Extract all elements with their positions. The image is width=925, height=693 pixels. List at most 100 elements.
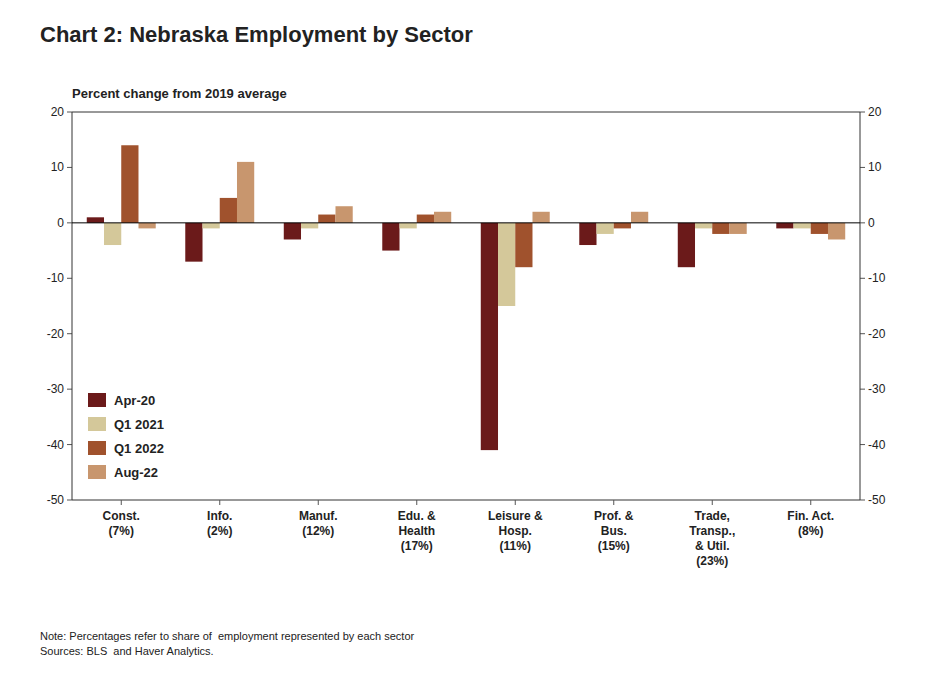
legend-swatch xyxy=(88,465,106,479)
y-tick-right xyxy=(860,222,865,223)
bar xyxy=(417,215,434,223)
bars xyxy=(87,145,845,450)
y-tick xyxy=(67,389,72,390)
plot-top-line xyxy=(72,112,860,113)
bar xyxy=(335,206,352,223)
y-tick xyxy=(67,278,72,279)
x-tick-label-line: Leisure & xyxy=(488,509,543,523)
y-tick-right xyxy=(860,444,865,445)
bar xyxy=(614,223,631,229)
chart-container: Chart 2: Nebraska Employment by Sector Pe… xyxy=(0,0,925,693)
bar xyxy=(515,223,532,267)
y-tick-label-right: 10 xyxy=(868,160,882,174)
x-axis-line xyxy=(72,500,860,501)
y-tick-right xyxy=(860,278,865,279)
bar xyxy=(597,223,614,234)
x-tick-label-line: Health xyxy=(398,524,435,538)
legend-swatch xyxy=(88,393,106,407)
x-tick xyxy=(121,500,122,505)
bar xyxy=(220,198,237,223)
y-tick xyxy=(67,333,72,334)
x-tick-label-line: (2%) xyxy=(207,524,232,538)
bar xyxy=(776,223,793,229)
x-tick-label: Prof. &Bus.(15%) xyxy=(594,509,634,553)
bar xyxy=(318,215,335,223)
title: Chart 2: Nebraska Employment by Sector xyxy=(40,22,473,47)
x-tick-label: Const.(7%) xyxy=(103,509,140,538)
y-tick-right xyxy=(860,389,865,390)
y-axis-line-right xyxy=(860,112,861,500)
y-tick xyxy=(67,112,72,113)
y-tick-right xyxy=(860,333,865,334)
x-tick-label: Leisure &Hosp.(11%) xyxy=(488,509,543,553)
legend-label: Aug-22 xyxy=(114,465,158,480)
x-tick-label-line: Hosp. xyxy=(499,524,532,538)
x-tick-label-line: (8%) xyxy=(798,524,823,538)
y-tick xyxy=(67,167,72,168)
y-tick-label-right: 20 xyxy=(868,105,882,119)
bar xyxy=(237,162,254,223)
x-tick-label: Manuf.(12%) xyxy=(299,509,338,538)
y-tick-label: 20 xyxy=(51,105,65,119)
bar xyxy=(631,212,648,223)
y-tick-right xyxy=(860,112,865,113)
y-axis-line xyxy=(72,112,73,500)
bar xyxy=(678,223,695,267)
legend: Apr-20Q1 2021Q1 2022Aug-22 xyxy=(88,393,164,480)
x-tick-label-line: (23%) xyxy=(696,554,728,568)
x-tick-label: Edu. &Health(17%) xyxy=(398,509,436,553)
x-tick xyxy=(515,500,516,505)
x-tick-label-line: Bus. xyxy=(601,524,627,538)
bar xyxy=(284,223,301,240)
bar xyxy=(138,223,155,229)
x-tick xyxy=(712,500,713,505)
x-tick-label-line: Prof. & xyxy=(594,509,634,523)
y-tick xyxy=(67,444,72,445)
bar xyxy=(121,145,138,223)
legend-swatch xyxy=(88,417,106,431)
legend-swatch xyxy=(88,441,106,455)
x-tick-label: Info.(2%) xyxy=(207,509,232,538)
x-tick-label-line: (15%) xyxy=(598,539,630,553)
bar xyxy=(794,223,811,229)
y-tick-right xyxy=(860,500,865,501)
bar xyxy=(811,223,828,234)
bar xyxy=(185,223,202,262)
y-tick-right xyxy=(860,167,865,168)
bar xyxy=(532,212,549,223)
y-tick xyxy=(67,500,72,501)
y-tick-label-right: 0 xyxy=(868,216,875,230)
x-tick-label-line: Transp., xyxy=(689,524,735,538)
note: Note: Percentages refer to share of empl… xyxy=(40,630,415,657)
x-tick xyxy=(219,500,220,505)
x-tick-label-line: Info. xyxy=(207,509,232,523)
bar xyxy=(434,212,451,223)
legend-label: Q1 2022 xyxy=(114,441,164,456)
x-tick-label-line: Trade, xyxy=(695,509,730,523)
y-tick-label-right: -40 xyxy=(868,438,886,452)
legend-label: Q1 2021 xyxy=(114,417,164,432)
zero-line xyxy=(72,222,860,223)
bar xyxy=(87,217,104,223)
y-tick-label-right: -50 xyxy=(868,493,886,507)
x-tick-label-line: Const. xyxy=(103,509,140,523)
x-tick-label-line: Fin. Act. xyxy=(787,509,834,523)
bar xyxy=(712,223,729,234)
bar xyxy=(498,223,515,306)
y-tick-label: -40 xyxy=(47,438,65,452)
note-line: Sources: BLS and Haver Analytics. xyxy=(40,645,214,657)
y-axis-label: Percent change from 2019 average xyxy=(72,86,287,101)
bar xyxy=(481,223,498,450)
bar xyxy=(828,223,845,240)
y-tick-label-right: -30 xyxy=(868,382,886,396)
y-tick-label: -30 xyxy=(47,382,65,396)
bar xyxy=(400,223,417,229)
bar xyxy=(301,223,318,229)
bar xyxy=(729,223,746,234)
chart-svg: Chart 2: Nebraska Employment by Sector Pe… xyxy=(0,0,925,693)
x-tick xyxy=(416,500,417,505)
x-tick-label-line: (12%) xyxy=(302,524,334,538)
bar xyxy=(382,223,399,251)
bar xyxy=(104,223,121,245)
x-tick-label-line: Manuf. xyxy=(299,509,338,523)
